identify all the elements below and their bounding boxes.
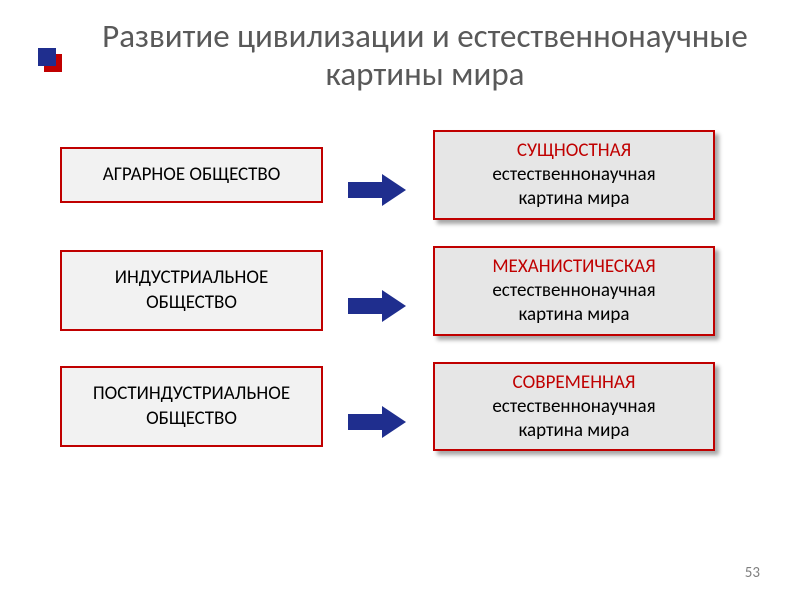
page-title: Развитие цивилизации и естественнонаучны… xyxy=(70,18,780,94)
arrow-icon xyxy=(348,290,408,322)
arrow-icon xyxy=(348,174,408,206)
arrow-2 xyxy=(323,256,433,326)
page-number: 53 xyxy=(745,564,760,582)
row-3: ПОСТИНДУСТРИАЛЬНОЕ ОБЩЕСТВО СОВРЕМЕННАЯ … xyxy=(60,362,760,452)
row-2: ИНДУСТРИАЛЬНОЕ ОБЩЕСТВО МЕХАНИСТИЧЕСКАЯ … xyxy=(60,246,760,336)
worldview-line: естественнонаучная xyxy=(443,395,705,419)
society-line: ИНДУСТРИАЛЬНОЕ xyxy=(72,266,311,290)
worldview-line: картина мира xyxy=(443,187,705,211)
society-line: ОБЩЕСТВО xyxy=(72,291,311,315)
society-line: АГРАРНОЕ ОБЩЕСТВО xyxy=(72,163,311,187)
row-1: АГРАРНОЕ ОБЩЕСТВО СУЩНОСТНАЯ естественно… xyxy=(60,130,760,220)
arrow-icon xyxy=(348,406,408,438)
society-line: ПОСТИНДУСТРИАЛЬНОЕ xyxy=(72,382,311,406)
arrow-3 xyxy=(323,372,433,442)
worldview-emph: СУЩНОСТНАЯ xyxy=(443,139,705,163)
diagram-rows: АГРАРНОЕ ОБЩЕСТВО СУЩНОСТНАЯ естественно… xyxy=(60,130,760,477)
worldview-emph: СОВРЕМЕННАЯ xyxy=(443,371,705,395)
worldview-emph: МЕХАНИСТИЧЕСКАЯ xyxy=(443,255,705,279)
worldview-line: естественнонаучная xyxy=(443,163,705,187)
worldview-box-1: СУЩНОСТНАЯ естественнонаучная картина ми… xyxy=(433,130,715,220)
worldview-line: картина мира xyxy=(443,303,705,327)
arrow-1 xyxy=(323,140,433,210)
society-box-3: ПОСТИНДУСТРИАЛЬНОЕ ОБЩЕСТВО xyxy=(60,366,323,447)
society-box-1: АГРАРНОЕ ОБЩЕСТВО xyxy=(60,147,323,203)
society-box-2: ИНДУСТРИАЛЬНОЕ ОБЩЕСТВО xyxy=(60,250,323,331)
worldview-line: естественнонаучная xyxy=(443,279,705,303)
worldview-box-3: СОВРЕМЕННАЯ естественнонаучная картина м… xyxy=(433,362,715,452)
worldview-box-2: МЕХАНИСТИЧЕСКАЯ естественнонаучная карти… xyxy=(433,246,715,336)
worldview-line: картина мира xyxy=(443,419,705,443)
title-bullet-icon xyxy=(38,48,56,66)
society-line: ОБЩЕСТВО xyxy=(72,407,311,431)
